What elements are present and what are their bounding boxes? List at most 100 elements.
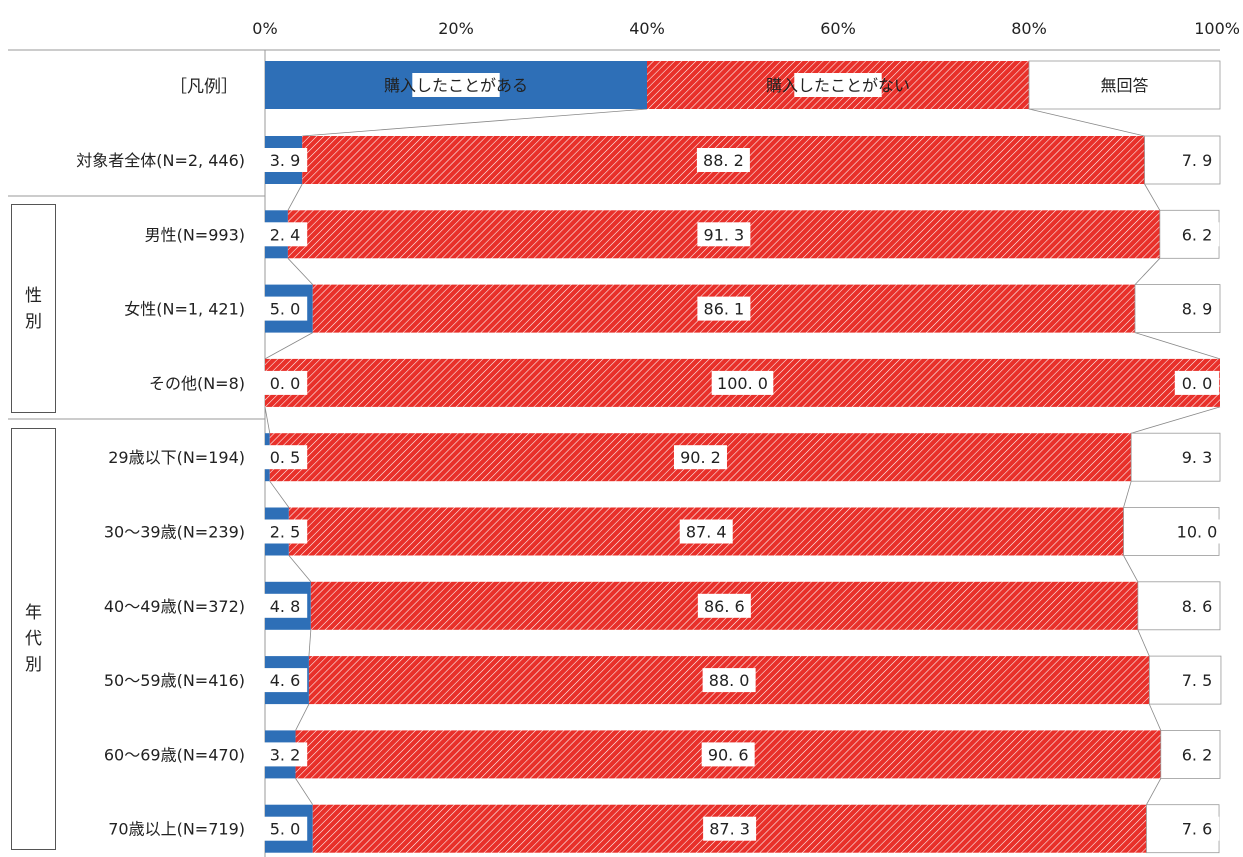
value-label-no-answer: 7. 5 (1182, 671, 1213, 690)
value-label-not-purchased: 90. 2 (680, 448, 721, 467)
value-label-no-answer: 7. 6 (1182, 820, 1213, 839)
value-label-not-purchased: 86. 1 (704, 300, 745, 319)
category-label: 50～59歳(N=416) (104, 671, 245, 690)
x-tick-label: 100% (1194, 19, 1240, 38)
value-label-purchased-bg (262, 742, 308, 767)
value-label-purchased-bg (262, 370, 308, 395)
legend-series-label-group: 無回答 (1100, 73, 1149, 97)
value-label-no-answer-group: 7. 5 (1174, 668, 1220, 693)
bar-segments (265, 60, 1222, 854)
value-label-no-answer-bg (1174, 816, 1220, 841)
value-label-no-answer-group: 8. 9 (1174, 296, 1220, 321)
value-label-no-answer: 0. 0 (1182, 374, 1213, 393)
value-label-not-purchased: 86. 6 (704, 597, 745, 616)
value-label-purchased-bg (262, 222, 308, 247)
legend-series-label-bg (412, 73, 500, 97)
connector-line (308, 629, 312, 657)
value-label-purchased-group: 4. 8 (262, 593, 308, 618)
connector-line (1146, 778, 1162, 805)
value-label-not-purchased: 100. 0 (717, 374, 768, 393)
value-label-not-purchased-bg (701, 742, 755, 767)
connector-line (264, 332, 313, 360)
value-label-no-answer-bg (1174, 222, 1220, 247)
value-label-no-answer: 6. 2 (1182, 225, 1213, 244)
value-label-purchased-bg (262, 816, 308, 841)
category-labels: ［凡例］ 対象者全体(N=2, 446) 男性(N=993) 女性(N=1, 421)… (76, 77, 245, 839)
category-label: 30～39歳(N=239) (104, 523, 245, 542)
value-label-purchased-bg (262, 148, 308, 172)
group-label-age: 年代別 (11, 428, 56, 850)
value-label-purchased: 5. 0 (270, 820, 301, 839)
connector-line (1123, 555, 1139, 582)
value-label-purchased-group: 5. 0 (262, 296, 308, 321)
group-label-char: 性 (25, 285, 42, 306)
value-label-no-answer-bg (1174, 593, 1220, 618)
value-label-not-purchased: 87. 4 (686, 523, 727, 542)
value-label-not-purchased: 91. 3 (704, 225, 745, 244)
value-label-purchased-group: 0. 5 (262, 445, 308, 470)
value-label-not-purchased-group: 100. 0 (711, 370, 774, 395)
value-label-no-answer-group: 6. 2 (1174, 742, 1220, 767)
group-label-char: 別 (25, 311, 42, 332)
value-label-no-answer: 8. 9 (1182, 300, 1213, 319)
value-label-not-purchased-group: 91. 3 (697, 222, 751, 247)
value-label-not-purchased-bg (702, 668, 756, 693)
value-label-purchased-group: 5. 0 (262, 816, 308, 841)
value-label-purchased: 4. 8 (270, 597, 301, 616)
value-label-not-purchased-group: 86. 6 (697, 593, 751, 618)
value-label-purchased-bg (262, 445, 308, 470)
connector-line (302, 108, 648, 137)
value-label-no-answer-bg (1174, 370, 1220, 395)
connector-line (1123, 481, 1132, 508)
x-tick-label: 20% (438, 19, 474, 38)
group-label-char: 代 (25, 629, 42, 649)
category-label: 29歳以下(N=194) (108, 448, 245, 467)
value-label-not-purchased: 88. 0 (709, 671, 750, 690)
value-label-no-answer-bg (1174, 668, 1220, 693)
value-label-no-answer-group: 8. 6 (1174, 593, 1220, 618)
category-label: 女性(N=1, 421) (124, 300, 245, 319)
value-label-purchased-group: 2. 4 (262, 222, 308, 247)
legend-series-label: 購入したことがある (384, 76, 528, 95)
value-label-purchased: 5. 0 (270, 300, 301, 319)
category-label: 40～49歳(N=372) (104, 597, 245, 616)
category-label: 70歳以上(N=719) (108, 820, 245, 839)
connector-line (1134, 258, 1161, 285)
value-label-purchased: 0. 0 (270, 374, 301, 393)
value-label-no-answer: 8. 6 (1182, 597, 1213, 616)
connector-line (1134, 332, 1221, 360)
group-label-char: 年 (25, 603, 42, 623)
value-label-no-answer-group: 6. 2 (1174, 222, 1220, 247)
connector-line (269, 480, 290, 508)
value-label-purchased-group: 0. 0 (262, 370, 308, 395)
value-label-purchased-group: 2. 5 (262, 519, 308, 544)
value-label-not-purchased-bg (696, 148, 750, 172)
value-label-not-purchased: 87. 3 (709, 820, 750, 839)
value-label-purchased-group: 3. 2 (262, 742, 308, 767)
value-label-not-purchased-group: 87. 4 (679, 519, 733, 544)
value-label-purchased-bg (262, 593, 308, 618)
value-label-purchased: 0. 5 (270, 448, 301, 467)
value-label-no-answer-group: 7. 9 (1174, 148, 1220, 172)
value-label-purchased: 3. 9 (270, 151, 301, 170)
value-label-purchased-group: 4. 6 (262, 668, 308, 693)
value-label-purchased: 4. 6 (270, 671, 301, 690)
connector-line (1131, 406, 1221, 434)
legend-title: ［凡例］ (170, 77, 238, 97)
value-label-not-purchased-bg (673, 445, 727, 470)
value-label-no-answer-bg (1170, 519, 1224, 544)
value-label-not-purchased-bg (679, 519, 733, 544)
group-label-gender: 性別 (11, 204, 56, 413)
value-label-no-answer-bg (1174, 148, 1220, 172)
connector-line (1028, 108, 1145, 137)
legend-series-label: 無回答 (1100, 76, 1148, 95)
connector-line (1144, 183, 1161, 211)
value-label-not-purchased-group: 88. 2 (696, 148, 750, 172)
value-label-not-purchased-bg (711, 370, 774, 395)
value-label-not-purchased-group: 86. 1 (697, 296, 751, 321)
category-label: 対象者全体(N=2, 446) (76, 151, 245, 170)
connector-line (295, 703, 310, 731)
value-label-not-purchased: 90. 6 (708, 745, 749, 764)
x-tick-label: 40% (629, 19, 665, 38)
value-label-no-answer: 9. 3 (1182, 448, 1213, 467)
